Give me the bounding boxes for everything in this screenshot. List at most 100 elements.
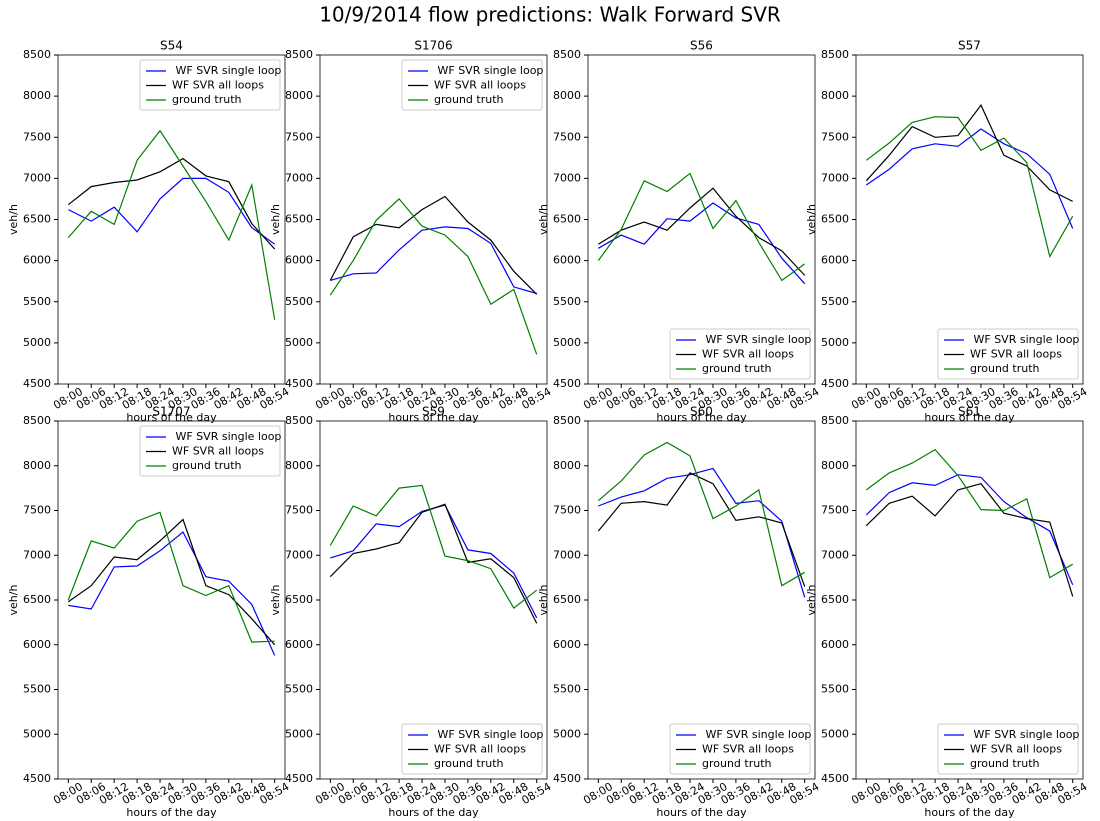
y-tick-label: 6000 — [553, 638, 581, 651]
x-axis-label: hours of the day — [656, 806, 747, 819]
y-tick-label: 8000 — [23, 89, 51, 102]
y-tick-label: 6500 — [821, 593, 849, 606]
y-tick-label: 8000 — [821, 459, 849, 472]
y-tick-label: 4500 — [285, 377, 313, 390]
y-tick-label: 6000 — [821, 638, 849, 651]
plot-frame — [855, 420, 1084, 780]
y-tick-label: 5500 — [285, 295, 313, 308]
legend-box — [669, 723, 811, 775]
panel-title: S60 — [690, 405, 713, 419]
series-line — [329, 195, 538, 295]
y-tick-label: 4500 — [821, 772, 849, 785]
y-tick-label: 6500 — [821, 213, 849, 226]
y-tick-label: 7500 — [553, 130, 581, 143]
y-tick-label: 7000 — [553, 548, 581, 561]
y-tick-label: 5000 — [285, 727, 313, 740]
y-tick-label: 5500 — [821, 295, 849, 308]
series-line — [329, 503, 538, 624]
series-line — [865, 474, 1074, 586]
series-line — [865, 483, 1074, 597]
y-tick-label: 8500 — [23, 414, 51, 427]
y-tick-label: 5500 — [821, 683, 849, 696]
y-tick-label: 6500 — [285, 593, 313, 606]
legend-label: WF SVR single loop — [970, 728, 1079, 741]
y-tick-label: 6000 — [23, 638, 51, 651]
panel-title: S59 — [422, 405, 445, 419]
series-line — [67, 129, 276, 320]
y-tick-label: 6500 — [285, 213, 313, 226]
y-axis-label: veh/h — [7, 204, 20, 235]
y-axis-label: veh/h — [537, 585, 550, 616]
legend-box — [937, 723, 1079, 775]
y-tick-label: 5000 — [23, 727, 51, 740]
legend-label: ground truth — [970, 362, 1040, 375]
y-tick-label: 5000 — [285, 336, 313, 349]
y-tick-label: 5500 — [285, 683, 313, 696]
y-tick-label: 7000 — [821, 548, 849, 561]
y-tick-label: 8500 — [285, 48, 313, 61]
legend-label: WF SVR all loops — [702, 348, 794, 361]
y-tick-label: 7500 — [23, 504, 51, 517]
legend-label: WF SVR single loop — [702, 333, 811, 346]
series-line — [67, 511, 275, 643]
panel-title: S54 — [160, 39, 183, 53]
legend-label: WF SVR single loop — [434, 728, 543, 741]
plot-frame — [855, 54, 1084, 385]
plot-frame — [57, 54, 286, 385]
series-line — [597, 472, 806, 587]
y-tick-label: 7000 — [285, 548, 313, 561]
panel-title: S56 — [690, 39, 713, 53]
y-tick-label: 7000 — [821, 171, 849, 184]
legend-label: ground truth — [172, 459, 242, 472]
series-line — [865, 116, 1074, 259]
y-tick-label: 6000 — [23, 254, 51, 267]
plot-frame — [587, 420, 816, 780]
y-tick-label: 4500 — [553, 377, 581, 390]
series-line — [865, 128, 1074, 229]
legend-label: WF SVR all loops — [434, 743, 526, 756]
y-tick-label: 8500 — [553, 414, 581, 427]
plot-frame — [587, 54, 816, 385]
y-tick-label: 5000 — [821, 336, 849, 349]
legend-label: WF SVR single loop — [702, 728, 811, 741]
series-line — [865, 104, 1073, 202]
legend-label: ground truth — [434, 93, 504, 106]
y-tick-label: 7500 — [553, 504, 581, 517]
y-tick-label: 7000 — [23, 548, 51, 561]
legend-box — [401, 723, 543, 775]
y-tick-label: 7000 — [285, 171, 313, 184]
legend-label: WF SVR single loop — [172, 430, 281, 443]
panel-title: S1706 — [414, 39, 452, 53]
legend-box — [139, 425, 281, 477]
y-tick-label: 6500 — [553, 213, 581, 226]
y-tick-label: 8000 — [285, 459, 313, 472]
legend-label: WF SVR all loops — [970, 743, 1062, 756]
y-tick-label: 7500 — [821, 130, 849, 143]
y-tick-label: 5500 — [553, 683, 581, 696]
legend-label: ground truth — [434, 757, 504, 770]
y-tick-label: 7500 — [23, 130, 51, 143]
y-tick-label: 5000 — [553, 336, 581, 349]
y-tick-label: 8000 — [553, 459, 581, 472]
y-tick-label: 7500 — [821, 504, 849, 517]
legend-label: WF SVR all loops — [172, 79, 264, 92]
y-tick-label: 4500 — [285, 772, 313, 785]
panel-title: S1707 — [152, 405, 190, 419]
x-axis-label: hours of the day — [388, 806, 479, 819]
legend-label: WF SVR single loop — [434, 64, 543, 77]
x-axis-label: hours of the day — [924, 806, 1015, 819]
y-tick-label: 8000 — [821, 89, 849, 102]
y-tick-label: 6000 — [285, 638, 313, 651]
y-tick-label: 8500 — [553, 48, 581, 61]
legend-label: WF SVR all loops — [702, 743, 794, 756]
y-tick-label: 5000 — [23, 336, 51, 349]
y-tick-label: 7000 — [553, 171, 581, 184]
legend-box — [139, 59, 281, 111]
y-tick-label: 8500 — [821, 414, 849, 427]
y-tick-label: 7500 — [285, 504, 313, 517]
series-line — [329, 198, 538, 355]
y-tick-label: 4500 — [23, 377, 51, 390]
legend-label: WF SVR all loops — [172, 445, 264, 458]
y-tick-label: 7000 — [23, 171, 51, 184]
y-axis-label: veh/h — [805, 204, 818, 235]
